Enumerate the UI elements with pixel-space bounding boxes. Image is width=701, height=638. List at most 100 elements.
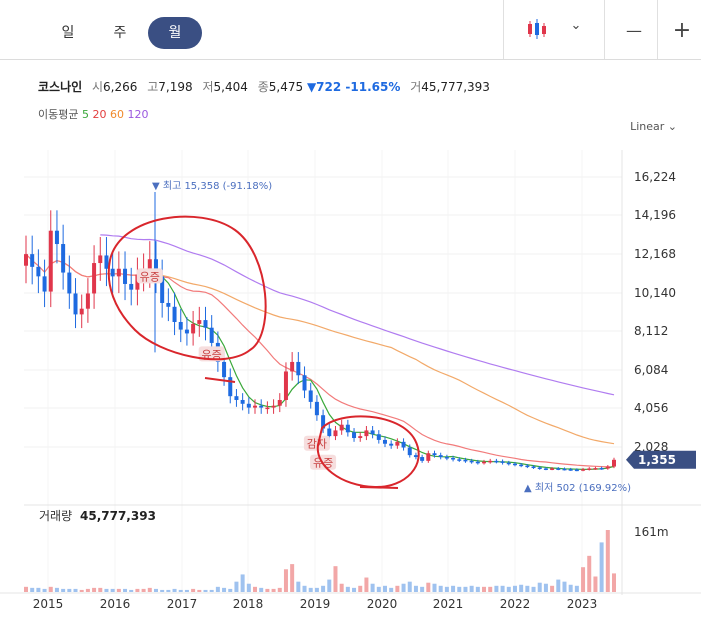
candle-body — [574, 469, 579, 472]
volume-bar — [550, 585, 555, 592]
volume-bar — [203, 589, 208, 592]
candle-body — [79, 308, 84, 315]
volume-bar — [36, 587, 41, 592]
volume-bar — [135, 588, 140, 592]
volume-total: 45,777,393 — [80, 509, 156, 523]
candle-body — [500, 461, 505, 463]
volume-bar — [475, 586, 480, 592]
candle-body — [587, 468, 592, 470]
candle-body — [562, 468, 567, 471]
y-tick-label: 4,056 — [634, 401, 668, 415]
candle-body — [308, 390, 313, 402]
candle-body — [246, 403, 251, 408]
candle-body — [290, 361, 295, 372]
close-label: 종 — [257, 80, 269, 94]
candle-body — [543, 468, 548, 470]
highlight-circle — [316, 415, 420, 489]
volume-bar — [73, 588, 78, 592]
volume-bar — [290, 564, 295, 592]
candle-body — [531, 466, 536, 469]
candle-body — [451, 457, 456, 460]
volume-bar — [85, 588, 90, 592]
highlight-stroke — [204, 377, 236, 383]
divider — [604, 0, 605, 60]
candle-body — [407, 447, 412, 456]
volume-bar — [184, 589, 189, 592]
ma-legend: 이동평균 5 20 60 120 — [38, 106, 148, 122]
zoom-in-button[interactable]: + — [672, 18, 692, 43]
volume-bar — [67, 588, 72, 592]
volume-bar — [253, 586, 258, 592]
volume-title: 거래량 — [39, 509, 72, 523]
volume-bar — [543, 583, 548, 592]
y-tick-label: 16,224 — [634, 170, 676, 184]
ma5-line — [149, 273, 615, 471]
volume-bar — [457, 586, 462, 592]
low-label: 저 — [202, 80, 214, 94]
period-toolbar: 일 주 월 ⌄ — + — [0, 0, 701, 60]
volume-bar — [345, 586, 350, 592]
volume-bar — [172, 588, 177, 592]
ma-label: 이동평균 — [38, 108, 79, 121]
low-annotation: ▲ 최저 502 (169.92%) — [524, 482, 631, 494]
candle-body — [519, 464, 524, 467]
volume-bar — [333, 566, 338, 592]
scale-label: Linear — [630, 120, 665, 133]
candle-body — [568, 469, 573, 471]
volume-bar — [277, 587, 282, 592]
candle-body — [228, 377, 233, 397]
tab-week[interactable]: 주 — [113, 25, 127, 41]
candle-body — [581, 469, 586, 471]
candle-body — [593, 468, 598, 470]
candle-body — [370, 430, 375, 435]
chart-type-button[interactable] — [522, 17, 552, 45]
ma120-line — [100, 234, 615, 396]
volume-bar — [209, 589, 214, 592]
tab-day[interactable]: 일 — [61, 25, 75, 41]
candle-body — [123, 268, 128, 284]
x-tick-label: 2017 — [167, 597, 198, 611]
zoom-out-button[interactable]: — — [626, 21, 642, 40]
current-price-label: 1,355 — [638, 453, 676, 467]
candle-body — [191, 323, 196, 334]
candle-body — [395, 441, 400, 446]
volume-bar — [222, 587, 227, 592]
x-tick-label: 2016 — [100, 597, 131, 611]
candle-body — [271, 405, 276, 408]
event-badge — [310, 454, 337, 470]
candle-body — [475, 461, 480, 464]
candle-body — [494, 460, 499, 463]
candle-body — [172, 306, 177, 323]
event-label: 유증 — [202, 348, 222, 361]
candle-body — [482, 461, 487, 464]
volume-bar — [451, 585, 456, 592]
volume-bar — [42, 588, 47, 592]
volume-bar — [116, 588, 121, 592]
x-tick-label: 2023 — [567, 597, 598, 611]
chevron-down-icon[interactable]: ⌄ — [570, 18, 582, 33]
ma20-line — [25, 253, 615, 468]
volume-bar — [599, 542, 604, 592]
volume-bar — [413, 585, 418, 592]
volume-bar — [141, 588, 146, 592]
x-tick-label: 2018 — [233, 597, 264, 611]
candle-body — [302, 375, 307, 391]
candle-body — [376, 434, 381, 440]
candle-body — [339, 424, 344, 431]
candle-body — [61, 244, 66, 273]
tab-month[interactable]: 월 — [148, 17, 202, 49]
scale-selector[interactable]: Linear ⌄ — [630, 120, 677, 133]
y-tick-label: 14,196 — [634, 208, 676, 222]
volume-bar — [519, 584, 524, 592]
divider — [503, 0, 504, 60]
volume-bar — [327, 579, 332, 592]
candle-body — [537, 467, 542, 470]
candle-body — [352, 432, 357, 439]
candle-body — [345, 424, 350, 433]
divider — [657, 0, 658, 60]
high-label: 고 — [147, 80, 159, 94]
event-badge — [198, 346, 225, 362]
volume-bar — [302, 585, 307, 592]
event-badge — [303, 435, 330, 451]
candle-body — [110, 268, 115, 277]
